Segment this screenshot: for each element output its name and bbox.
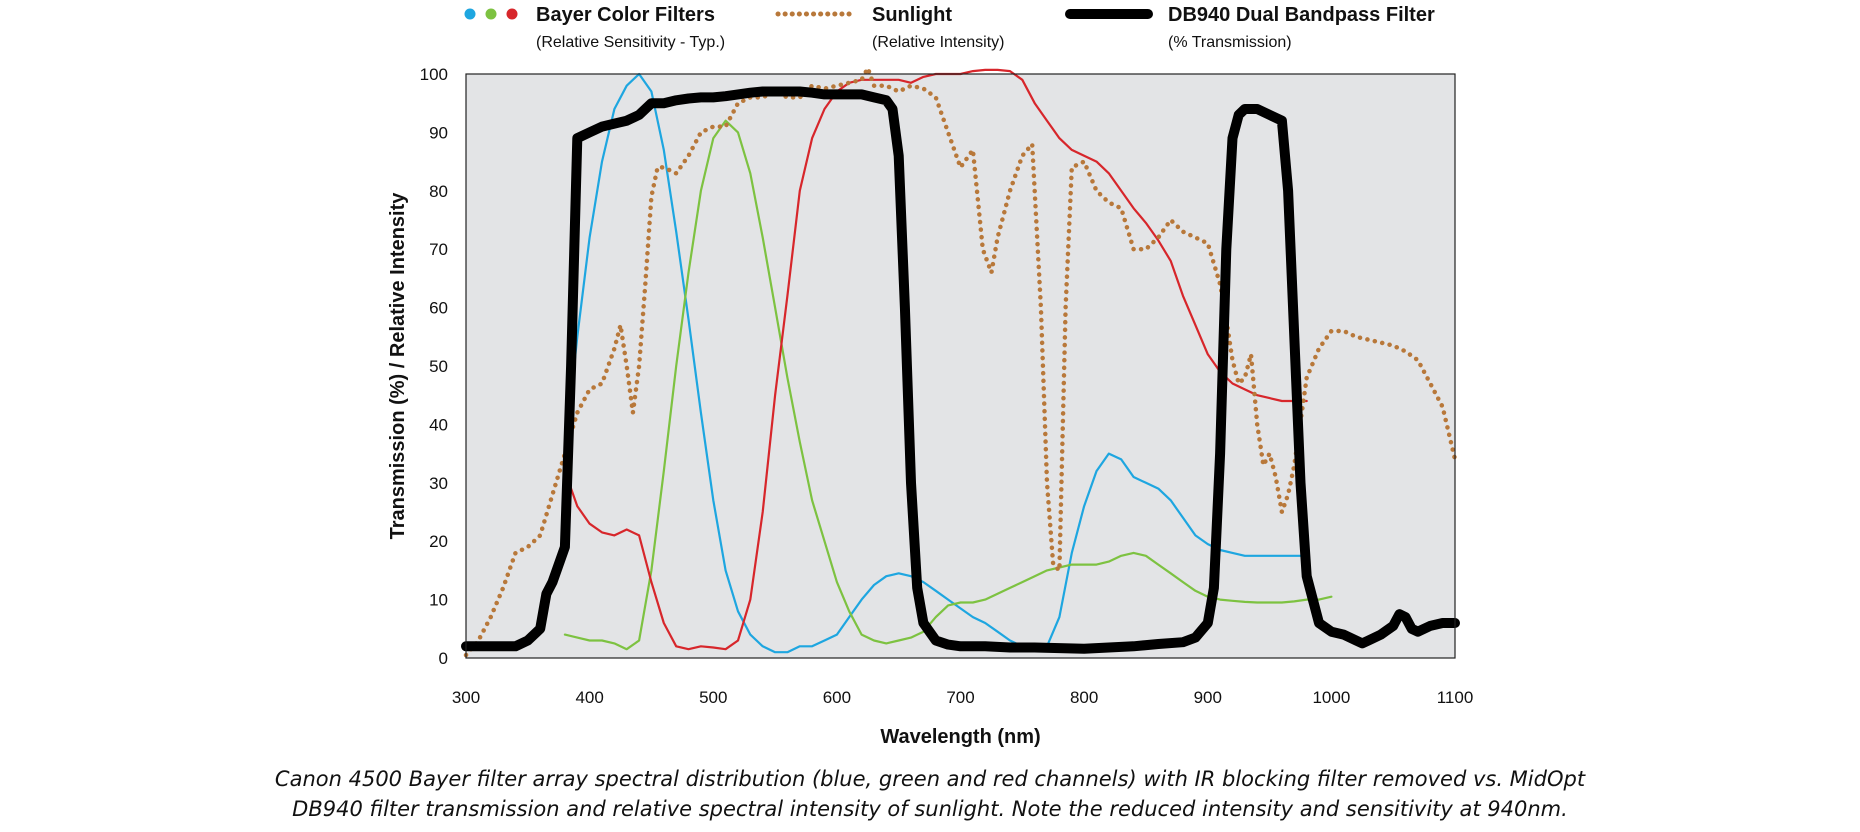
legend-item-sunlight: Sunlight (Relative Intensity): [775, 4, 1005, 51]
x-tick-label: 1000: [1312, 688, 1350, 707]
y-tick-label: 80: [429, 182, 448, 201]
x-tick-label: 400: [575, 688, 603, 707]
caption-line-1: Canon 4500 Bayer filter array spectral d…: [274, 767, 1586, 791]
plot-border: [465, 73, 1456, 659]
legend-subtitle-sunlight: (Relative Intensity): [872, 34, 1005, 51]
y-tick-label: 50: [429, 357, 448, 376]
legend-marker-blue: [464, 8, 476, 20]
legend-marker-red: [506, 8, 518, 20]
x-tick-label: 900: [1194, 688, 1222, 707]
spectral-chart: Bayer Color Filters (Relative Sensitivit…: [387, 4, 1473, 748]
series-line-sunlight: [463, 65, 1458, 658]
series-layer: [461, 65, 1460, 658]
y-axis-ticks: 0 10 20 30 40 50 60 70 80 90 100: [420, 65, 448, 668]
legend-item-bayer: Bayer Color Filters (Relative Sensitivit…: [464, 4, 725, 51]
series-line-db940: [461, 86, 1460, 654]
x-tick-label: 1100: [1437, 688, 1474, 707]
legend-item-db940: DB940 Dual Bandpass Filter (% Transmissi…: [1065, 4, 1435, 51]
legend-title-db940: DB940 Dual Bandpass Filter: [1168, 4, 1435, 26]
series-line-green: [563, 119, 1333, 651]
y-tick-label: 40: [429, 415, 448, 434]
y-axis-label: Transmission (%) / Relative Intensity: [387, 192, 409, 540]
x-tick-label: 700: [946, 688, 974, 707]
y-tick-label: 30: [429, 474, 448, 493]
x-axis-label: Wavelength (nm): [880, 726, 1040, 748]
x-tick-label: 500: [699, 688, 727, 707]
x-tick-label: 800: [1070, 688, 1098, 707]
y-tick-label: 90: [429, 123, 448, 142]
legend-title-bayer: Bayer Color Filters: [536, 4, 715, 26]
legend: Bayer Color Filters (Relative Sensitivit…: [464, 4, 1435, 51]
y-tick-label: 10: [429, 591, 448, 610]
y-tick-label: 60: [429, 299, 448, 318]
y-tick-label: 0: [439, 649, 448, 668]
y-tick-label: 100: [420, 65, 448, 84]
x-axis-ticks: 300 400 500 600 700 800 900 1000 1100: [452, 688, 1473, 707]
x-tick-label: 300: [452, 688, 480, 707]
caption-line-2: DB940 filter transmission and relative s…: [292, 797, 1568, 821]
legend-title-sunlight: Sunlight: [872, 4, 952, 26]
legend-subtitle-db940: (% Transmission): [1168, 34, 1292, 51]
y-tick-label: 20: [429, 532, 448, 551]
x-tick-label: 600: [823, 688, 851, 707]
legend-subtitle-bayer: (Relative Sensitivity - Typ.): [536, 34, 725, 51]
figure-caption: Canon 4500 Bayer filter array spectral d…: [0, 764, 1860, 824]
series-line-blue: [563, 72, 1308, 654]
y-tick-label: 70: [429, 240, 448, 259]
legend-marker-green: [485, 8, 497, 20]
